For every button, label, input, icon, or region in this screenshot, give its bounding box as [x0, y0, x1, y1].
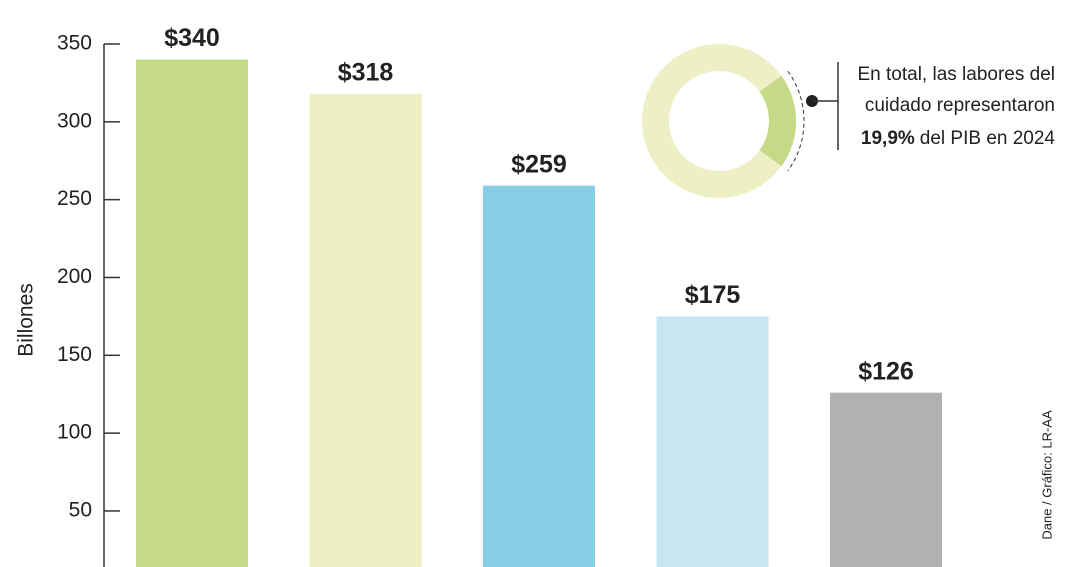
bar	[309, 93, 422, 567]
annotation: En total, las labores del	[857, 64, 1055, 85]
source: Dane / Gráfico: LR-AA	[1039, 410, 1054, 540]
bar	[483, 185, 595, 567]
y-tick-label: 150	[57, 343, 92, 366]
donut-segment	[759, 75, 796, 167]
y-tick-label: 100	[57, 421, 92, 444]
annotation-end: del PIB en 2024	[920, 128, 1056, 149]
annotation-value: 19,9%	[861, 128, 915, 149]
donut-ring	[642, 44, 796, 198]
value-label: $340	[164, 24, 220, 52]
value-label: $259	[511, 150, 567, 178]
value-label: $175	[685, 281, 741, 309]
annotation: 19,9% del PIB en 2024	[861, 128, 1056, 149]
bar	[136, 59, 248, 567]
dashed-arc	[787, 70, 805, 172]
bar	[656, 316, 769, 567]
value-label: $318	[338, 58, 394, 86]
callout-line	[812, 62, 839, 150]
value-label: $126	[858, 357, 914, 385]
y-tick-label: 200	[57, 265, 92, 288]
y-tick-label: 300	[57, 109, 92, 132]
y-tick-label: 50	[69, 499, 92, 522]
y-tick-label: 250	[57, 187, 92, 210]
y-axis-label: Billones	[15, 283, 38, 357]
annotation: cuidado representaron	[865, 95, 1055, 116]
y-tick-label: 350	[57, 32, 92, 55]
bar	[830, 392, 942, 567]
